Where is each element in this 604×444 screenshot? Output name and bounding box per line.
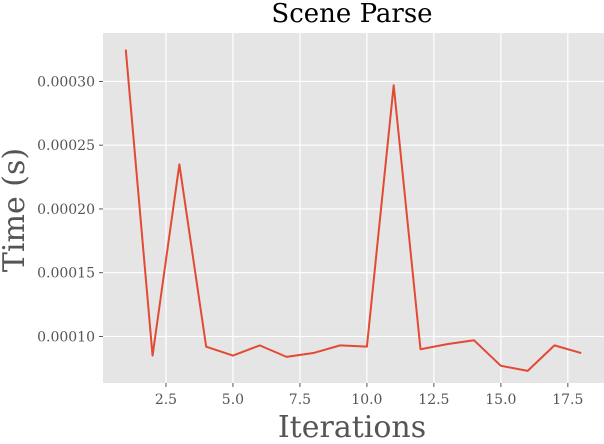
x-tick-label: 17.5 bbox=[552, 392, 583, 408]
x-tick-label: 2.5 bbox=[155, 392, 177, 408]
x-tick-label: 12.5 bbox=[418, 392, 449, 408]
y-axis-label: Time (s) bbox=[0, 148, 32, 272]
plot-area bbox=[103, 33, 604, 383]
chart-title: Scene Parse bbox=[271, 0, 432, 29]
x-tick-label: 7.5 bbox=[289, 392, 311, 408]
x-tick-label: 5.0 bbox=[222, 392, 244, 408]
series-layer bbox=[124, 49, 582, 372]
x-axis-label: Iterations bbox=[278, 410, 426, 444]
y-tick-label: 0.00020 bbox=[37, 202, 95, 218]
series-line bbox=[124, 49, 582, 372]
y-tick-label: 0.00030 bbox=[37, 74, 95, 90]
y-ticks: 0.00010 0.00015 0.00020 0.00025 0.00030 bbox=[37, 74, 103, 345]
x-tick-label: 10.0 bbox=[351, 392, 382, 408]
y-tick-label: 0.00010 bbox=[37, 329, 95, 345]
y-tick-label: 0.00015 bbox=[37, 266, 95, 282]
y-tick-label: 0.00025 bbox=[37, 138, 95, 154]
x-ticks: 2.5 5.0 7.5 10.0 12.5 15.0 17.5 bbox=[155, 383, 583, 408]
x-grid bbox=[165, 33, 569, 383]
x-tick-label: 15.0 bbox=[485, 392, 516, 408]
